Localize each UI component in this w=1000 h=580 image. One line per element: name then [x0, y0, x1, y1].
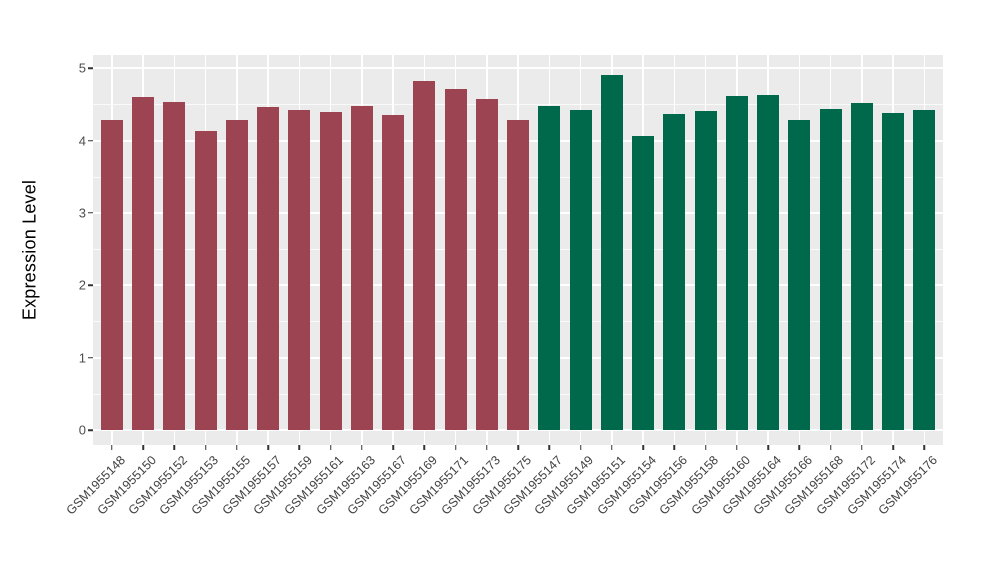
bar-GSM1955150 — [132, 97, 154, 430]
bar-GSM1955169 — [413, 81, 436, 430]
bar-GSM1955157 — [257, 107, 279, 430]
x-tick-mark-GSM1955175 — [517, 445, 519, 450]
bar-GSM1955161 — [319, 111, 342, 430]
x-tick-mark-GSM1955163 — [361, 445, 363, 450]
x-tick-mark-GSM1955164 — [767, 445, 769, 450]
x-tick-mark-GSM1955158 — [704, 445, 707, 450]
bar-GSM1955153 — [194, 130, 217, 430]
x-tick-mark-GSM1955156 — [673, 445, 675, 450]
bar-GSM1955154 — [632, 136, 654, 430]
x-tick-mark-GSM1955147 — [548, 445, 550, 450]
x-tick-mark-GSM1955174 — [892, 445, 894, 450]
y-tick-label-5: 5 — [78, 60, 86, 76]
bar-GSM1955160 — [725, 95, 748, 430]
y-tick-mark-4 — [88, 139, 93, 142]
y-tick-mark-1 — [88, 356, 93, 359]
bar-GSM1955176 — [913, 110, 936, 430]
bar-GSM1955167 — [382, 114, 404, 430]
bar-GSM1955168 — [819, 108, 842, 430]
x-tick-mark-GSM1955176 — [923, 445, 925, 450]
bar-GSM1955158 — [694, 110, 717, 430]
y-tick-mark-0 — [88, 429, 93, 431]
bar-GSM1955148 — [100, 119, 123, 430]
bar-GSM1955171 — [444, 88, 467, 430]
bar-GSM1955166 — [788, 119, 811, 430]
x-tick-mark-GSM1955161 — [329, 445, 332, 450]
y-tick-label-2: 2 — [78, 277, 86, 293]
bar-GSM1955151 — [600, 74, 623, 430]
y-tick-label-0: 0 — [78, 422, 86, 438]
x-tick-mark-GSM1955172 — [861, 445, 863, 450]
bar-GSM1955174 — [882, 113, 904, 430]
y-tick-label-4: 4 — [78, 133, 86, 149]
y-tick-mark-3 — [88, 212, 93, 214]
y-axis-title: Expression Level — [19, 179, 40, 321]
bar-GSM1955149 — [569, 110, 592, 430]
x-tick-mark-GSM1955160 — [736, 445, 738, 450]
x-tick-mark-GSM1955173 — [486, 445, 488, 450]
x-tick-mark-GSM1955159 — [298, 445, 300, 450]
x-tick-mark-GSM1955166 — [798, 445, 800, 450]
x-tick-mark-GSM1955167 — [392, 445, 394, 450]
bar-GSM1955173 — [475, 98, 498, 430]
x-tick-mark-GSM1955154 — [642, 445, 644, 450]
bar-GSM1955172 — [850, 103, 873, 430]
y-tick-mark-2 — [88, 284, 93, 287]
x-tick-mark-GSM1955157 — [267, 445, 269, 450]
bar-GSM1955164 — [757, 95, 779, 430]
bar-GSM1955155 — [225, 119, 248, 430]
bar-GSM1955156 — [663, 113, 686, 430]
x-tick-mark-GSM1955155 — [236, 445, 238, 450]
y-tick-mark-5 — [88, 67, 93, 70]
x-tick-mark-GSM1955148 — [111, 445, 113, 450]
x-tick-mark-GSM1955152 — [173, 445, 175, 450]
plot-panel — [93, 55, 943, 445]
x-tick-mark-GSM1955151 — [611, 445, 613, 450]
bar-GSM1955147 — [538, 105, 561, 430]
bar-GSM1955175 — [507, 120, 529, 430]
bar-GSM1955152 — [163, 102, 186, 430]
x-tick-mark-GSM1955149 — [579, 445, 582, 450]
bar-GSM1955159 — [288, 110, 311, 430]
y-tick-label-1: 1 — [78, 350, 86, 366]
x-tick-mark-GSM1955153 — [204, 445, 207, 450]
bar-GSM1955163 — [350, 105, 373, 430]
x-tick-mark-GSM1955168 — [829, 445, 832, 450]
y-tick-label-3: 3 — [78, 205, 86, 221]
x-tick-mark-GSM1955150 — [142, 445, 144, 450]
x-tick-mark-GSM1955171 — [454, 445, 457, 450]
x-tick-mark-GSM1955169 — [423, 445, 425, 450]
